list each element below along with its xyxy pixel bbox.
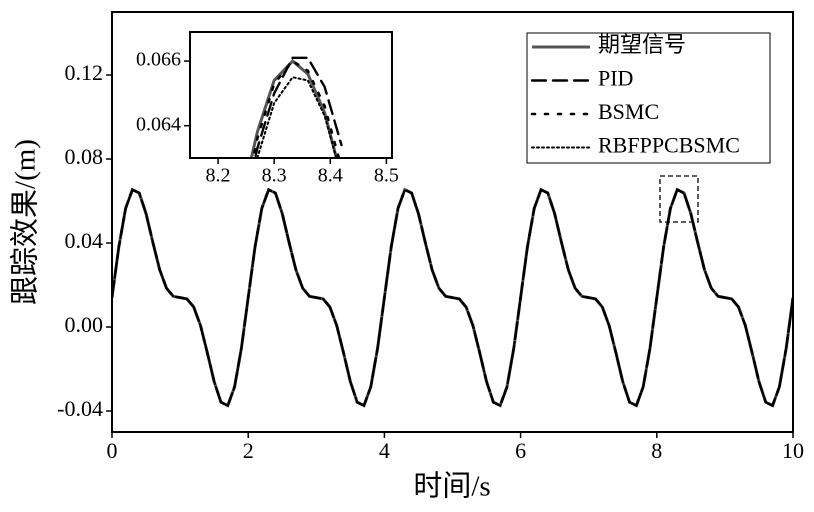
series-line (112, 188, 793, 407)
x-tick-label: 6 (515, 438, 526, 463)
y-axis-label: 跟踪效果/(m) (9, 139, 42, 305)
y-tick-label: 0.064 (136, 113, 181, 135)
zoom-region (659, 175, 699, 223)
inset-background (190, 32, 392, 158)
x-tick-label: 8 (651, 438, 662, 463)
y-tick-label: 0.04 (65, 228, 104, 253)
x-tick-label: 8.5 (374, 165, 399, 187)
legend-label: PID (598, 66, 633, 91)
plot-frame (111, 11, 794, 433)
plot-area (249, 56, 343, 158)
y-tick-label: 0.00 (65, 312, 104, 337)
x-tick-label: 4 (379, 438, 390, 463)
legend-label: 期望信号 (598, 32, 686, 57)
series-line (253, 56, 343, 158)
plot-frame (189, 31, 393, 159)
plot-area (112, 187, 793, 408)
x-tick-label: 10 (782, 438, 804, 463)
x-tick-label: 0 (107, 438, 118, 463)
series-line (251, 59, 341, 158)
x-tick-label: 8.4 (318, 165, 343, 187)
y-tick-label: 0.12 (65, 60, 104, 85)
x-axis-label: 时间/s (413, 470, 490, 503)
x-tick-label: 8.3 (262, 165, 287, 187)
y-tick-label: 0.066 (136, 49, 181, 71)
x-tick-label: 8.2 (206, 165, 231, 187)
x-tick-label: 2 (243, 438, 254, 463)
legend-label: RBFPPCBSMC (598, 133, 740, 158)
y-tick-label: 0.08 (65, 144, 104, 169)
series-line (249, 59, 339, 158)
y-tick-label: -0.04 (57, 396, 103, 421)
legend-box (526, 32, 771, 164)
legend-label: BSMC (598, 99, 659, 124)
